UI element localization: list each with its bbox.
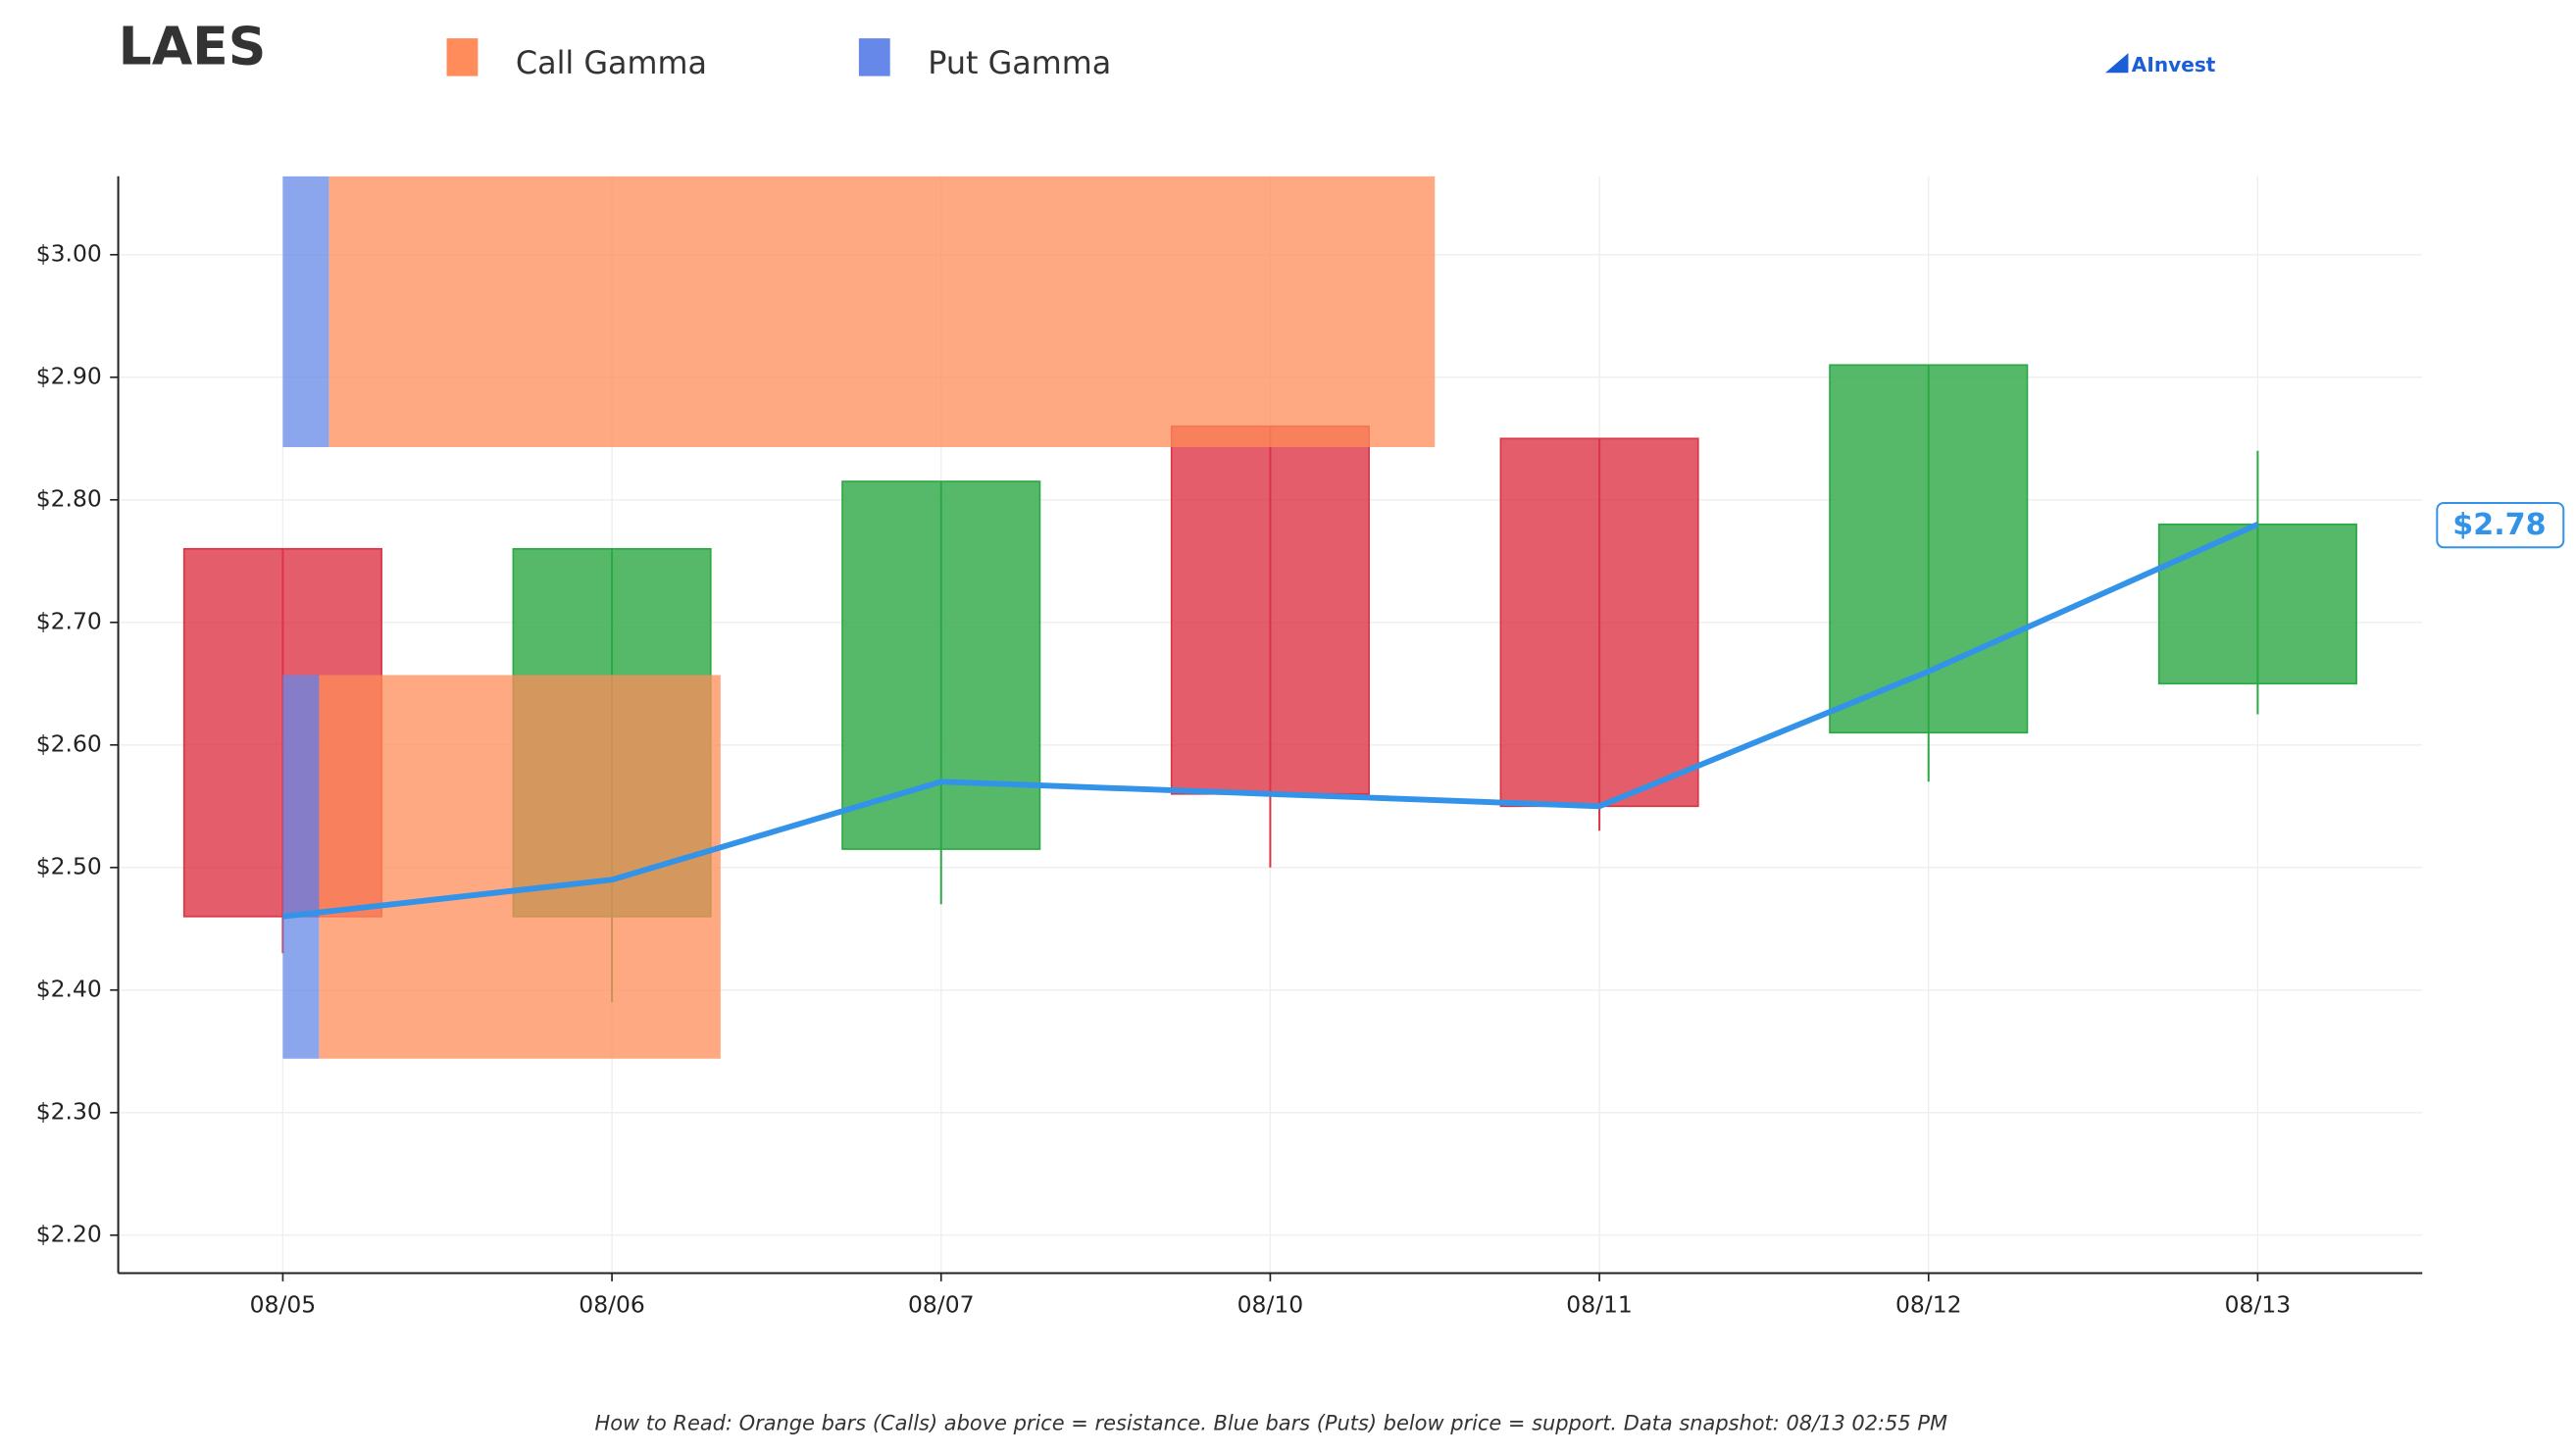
x-tick-label: 08/06 (579, 1291, 645, 1319)
y-tick-label: $2.40 (36, 975, 102, 1002)
price-line (282, 522, 2259, 920)
x-tick-label: 08/05 (250, 1291, 317, 1319)
y-tick-label: $2.80 (36, 484, 102, 512)
candle-body (841, 480, 1041, 850)
x-tick-label: 08/12 (1895, 1291, 1962, 1319)
candle-body (2157, 523, 2357, 685)
x-tick-label: 08/10 (1237, 1291, 1304, 1319)
chart-title: LAES (119, 15, 267, 76)
footnote: How to Read: Orange bars (Calls) above p… (594, 1412, 1947, 1435)
legend-label: Put Gamma (928, 44, 1111, 81)
logo: AInvest (2132, 53, 2216, 76)
x-tick-label: 08/13 (2225, 1291, 2292, 1319)
x-tick-label: 08/11 (1566, 1291, 1633, 1319)
y-tick-label: $2.60 (36, 729, 102, 757)
y-tick-label: $2.20 (36, 1220, 102, 1247)
gamma-bar (328, 176, 1436, 448)
x-tick-label: 08/07 (908, 1291, 975, 1319)
legend-swatch (858, 38, 890, 76)
logo-icon (2105, 53, 2129, 74)
candle-body (1829, 364, 2029, 734)
legend-label: Call Gamma (516, 44, 707, 81)
y-tick-label: $2.90 (36, 362, 102, 389)
y-tick-label: $3.00 (36, 239, 102, 267)
y-tick-label: $2.30 (36, 1097, 102, 1125)
candle-body (1499, 437, 1699, 808)
plot-area (182, 176, 2357, 1059)
gamma-bar (282, 176, 329, 448)
last-price-badge (2436, 502, 2565, 549)
legend-swatch (446, 38, 479, 76)
gamma-bar (282, 675, 320, 1059)
y-tick-label: $2.50 (36, 852, 102, 879)
candle-body (1170, 425, 1370, 795)
y-tick-label: $2.70 (36, 607, 102, 634)
last-price-label: $2.78 (2452, 508, 2546, 542)
